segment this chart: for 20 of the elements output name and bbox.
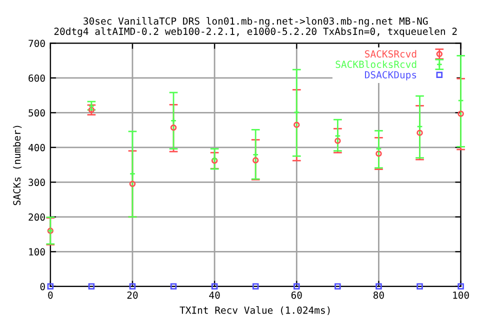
y-axis-title: SACKs (number) <box>13 126 22 206</box>
x-tick-label: 100 <box>453 291 469 299</box>
x-tick-label: 40 <box>209 291 220 299</box>
x-tick-label: 60 <box>291 291 302 299</box>
chart-title: 30sec VanillaTCP DRS lon01.mb-ng.net->lon03.mb-ng.net MB-NG 20dtg4 altAIMD-0.2 web100-2.2.1, e1000-5.2.20 TxAbsIn=0, txqueuelen 2 <box>54 17 457 37</box>
y-tick-label: 400 <box>28 144 45 152</box>
x-tick-label: 80 <box>373 291 384 299</box>
legend-label: SACKSRcvd <box>365 50 416 58</box>
y-tick-label: 0 <box>40 282 45 290</box>
y-tick-label: 300 <box>28 178 45 186</box>
x-tick-label: 0 <box>48 291 53 299</box>
y-tick-label: 700 <box>28 40 45 48</box>
y-tick-label: 200 <box>28 213 45 221</box>
y-tick-label: 100 <box>29 248 45 256</box>
legend-label: DSACKDups <box>365 71 416 80</box>
legend-label: SACKBlocksRcvd <box>336 60 416 68</box>
x-axis-title: TXInt Recv Value (1.024ms) <box>180 306 330 315</box>
y-tick-label: 500 <box>28 109 45 117</box>
x-tick-label: 20 <box>127 291 138 299</box>
y-tick-label: 600 <box>28 74 45 82</box>
